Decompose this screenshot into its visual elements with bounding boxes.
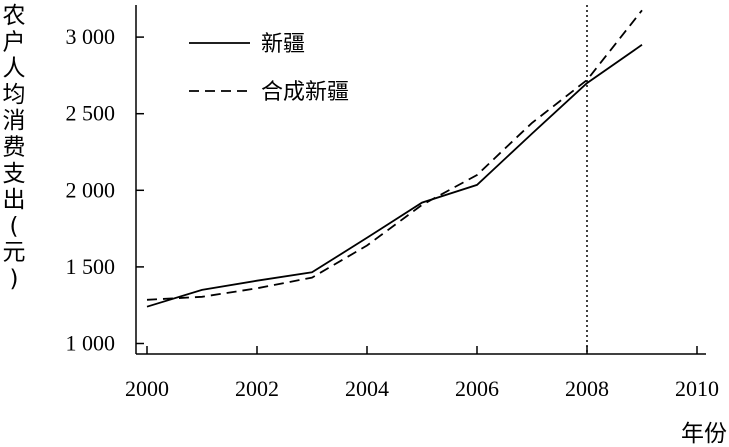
y-axis-title-char: 人	[3, 56, 26, 82]
y-axis-title-char: 消	[3, 108, 26, 134]
y-axis-title-char: 费	[3, 135, 26, 161]
y-tick-label: 3 000	[66, 24, 116, 49]
y-axis-title: 农户人均消费支出(元)	[3, 3, 26, 292]
x-axis-title: 年份	[681, 421, 727, 447]
x-tick-label: 2000	[125, 376, 169, 401]
x-tick-label: 2004	[345, 376, 389, 401]
x-tick-label: 2008	[565, 376, 609, 401]
axes: 1 000 1 500 2 000 2 500 3 000 2000 2002 2004 200…	[66, 5, 719, 401]
y-tick-label: 2 000	[66, 177, 116, 202]
series-line-synthetic-xinjiang	[146, 9, 643, 301]
y-axis-title-char: 户	[3, 29, 26, 55]
y-axis-title-char: 元	[3, 240, 26, 266]
y-axis-title-char: 农	[3, 3, 26, 29]
y-tick-label: 1 000	[66, 331, 116, 356]
series-layer	[146, 9, 643, 308]
series-line-xinjiang	[146, 44, 643, 308]
x-tick-label: 2006	[455, 376, 499, 401]
y-axis-title-char: 支	[3, 161, 26, 187]
axis-labels: 农户人均消费支出(元) 年份	[3, 3, 728, 447]
legend-label: 新疆	[261, 32, 305, 57]
y-axis-title-char: )	[10, 266, 19, 292]
legend-label: 合成新疆	[261, 80, 349, 105]
y-axis-title-char: 出	[3, 187, 26, 213]
y-axis-title-char: 均	[3, 82, 26, 108]
x-tick-label: 2002	[235, 376, 279, 401]
y-tick-label: 2 500	[66, 101, 116, 126]
y-axis-title-char: (	[10, 213, 19, 239]
y-tick-label: 1 500	[66, 254, 116, 279]
x-tick-label: 2010	[675, 376, 719, 401]
